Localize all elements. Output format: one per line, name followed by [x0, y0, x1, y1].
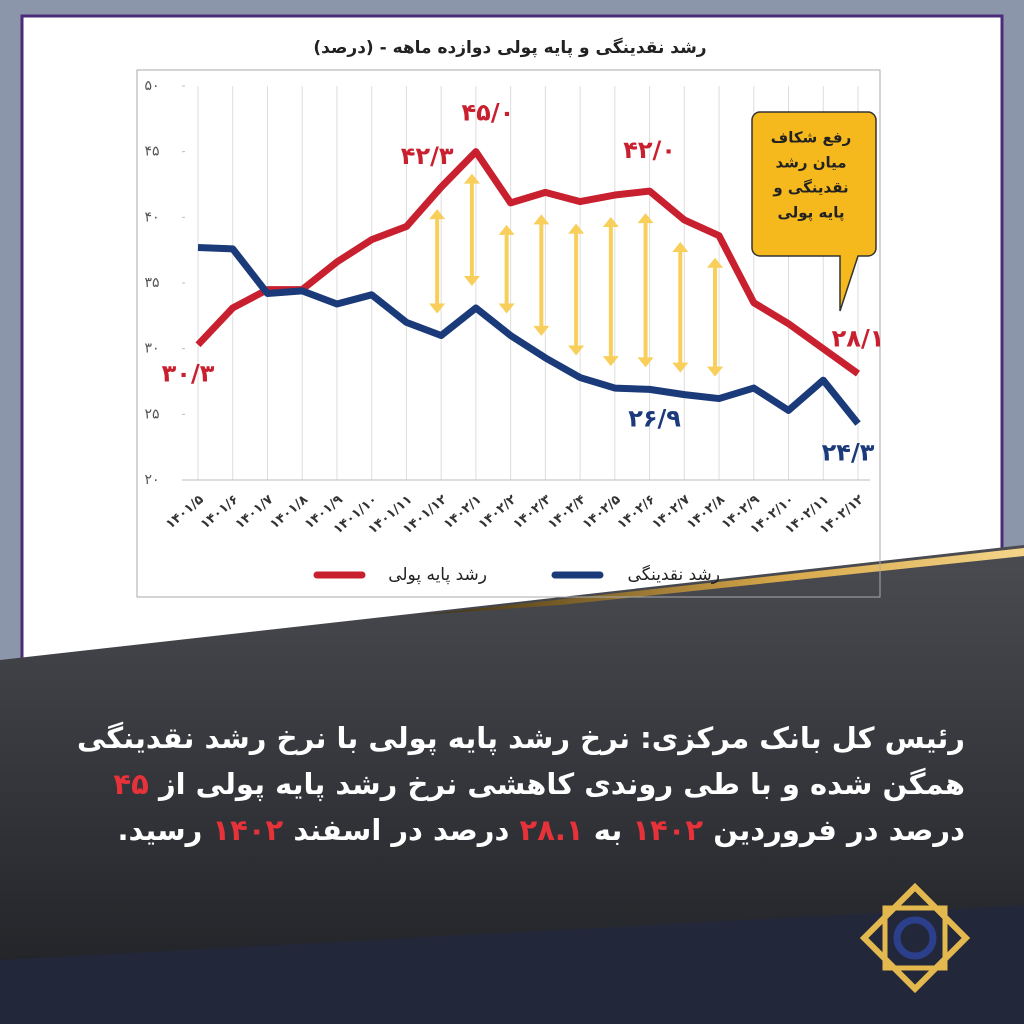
gap-arrow-head: [672, 362, 689, 373]
gap-arrow-head: [429, 209, 446, 220]
gap-arrow-head: [463, 173, 480, 184]
gap-arrow-head: [429, 303, 446, 314]
gap-arrow-head: [568, 223, 585, 234]
legend-label: رشد پایه پولی: [388, 565, 487, 585]
y-tick-label: ۴۵: [144, 144, 159, 160]
caption-highlight: ۱۴۰۲: [632, 813, 704, 847]
series-line: [195, 148, 861, 377]
y-tick-label: ۴۰: [144, 209, 159, 225]
y-tick-label: ۲۰: [144, 472, 159, 488]
caption-highlight: ۲۸.۱: [519, 813, 584, 847]
gap-arrow-head: [602, 356, 619, 367]
data-label: ۴۲/۰: [623, 136, 676, 164]
caption-highlight: ۱۴۰۲: [212, 813, 284, 847]
gap-arrow-head: [707, 366, 724, 377]
gold-streak: [420, 548, 1024, 615]
data-label: ۲۶/۹: [628, 404, 681, 432]
gap-arrow-head: [568, 345, 585, 356]
annotation-text: میان رشد: [775, 154, 846, 172]
chart-title: رشد نقدینگی و پایه پولی دوازده ماهه - (د…: [313, 37, 706, 58]
caption: رئیس کل بانک مرکزی: نرخ رشد پایه پولی با…: [60, 715, 965, 853]
gap-arrow-head: [672, 241, 689, 252]
annotation-text: نقدینگی و: [772, 179, 848, 197]
gap-arrow-head: [533, 214, 550, 225]
bottom-band: [0, 905, 1024, 1024]
gap-arrow-head: [533, 325, 550, 336]
chart-frame: [136, 69, 881, 598]
caption-text: رسید.: [117, 813, 203, 847]
gap-arrow-head: [602, 217, 619, 228]
data-label: ۴۵/۰: [462, 99, 515, 127]
y-tick-label: ۵۰: [144, 78, 159, 94]
gap-arrow-head: [498, 303, 515, 314]
y-tick-label: ۳۵: [144, 275, 159, 291]
series-line: [197, 244, 861, 426]
data-label: ۲۴/۳: [822, 439, 875, 467]
gap-arrow-head: [707, 257, 724, 268]
caption-text: رئیس کل بانک مرکزی: نرخ رشد پایه پولی با…: [76, 721, 965, 801]
annotation-text: پایه پولی: [777, 204, 844, 223]
y-tick-label: ۳۰: [144, 341, 159, 357]
logo: [859, 882, 971, 994]
caption-text: درصد در اسفند: [293, 813, 510, 847]
caption-text: به: [593, 813, 623, 847]
gap-arrow-head: [463, 275, 480, 286]
caption-highlight: ۴۵: [113, 767, 149, 801]
caption-text: درصد در فروردین: [713, 813, 965, 847]
data-label: ۲۸/۱: [832, 325, 885, 353]
gap-arrow-head: [637, 213, 654, 224]
gap-arrow-head: [498, 224, 515, 235]
gap-arrow-head: [637, 357, 654, 368]
dark-panel: [0, 545, 1024, 1024]
annotation-text: رفع شکاف: [771, 129, 851, 147]
callout-box: [751, 111, 877, 312]
y-tick-label: ۲۵: [144, 406, 159, 422]
data-label: ۴۲/۳: [401, 142, 454, 170]
legend-label: رشد نقدینگی: [628, 564, 720, 585]
data-label: ۳۰/۳: [162, 360, 215, 388]
